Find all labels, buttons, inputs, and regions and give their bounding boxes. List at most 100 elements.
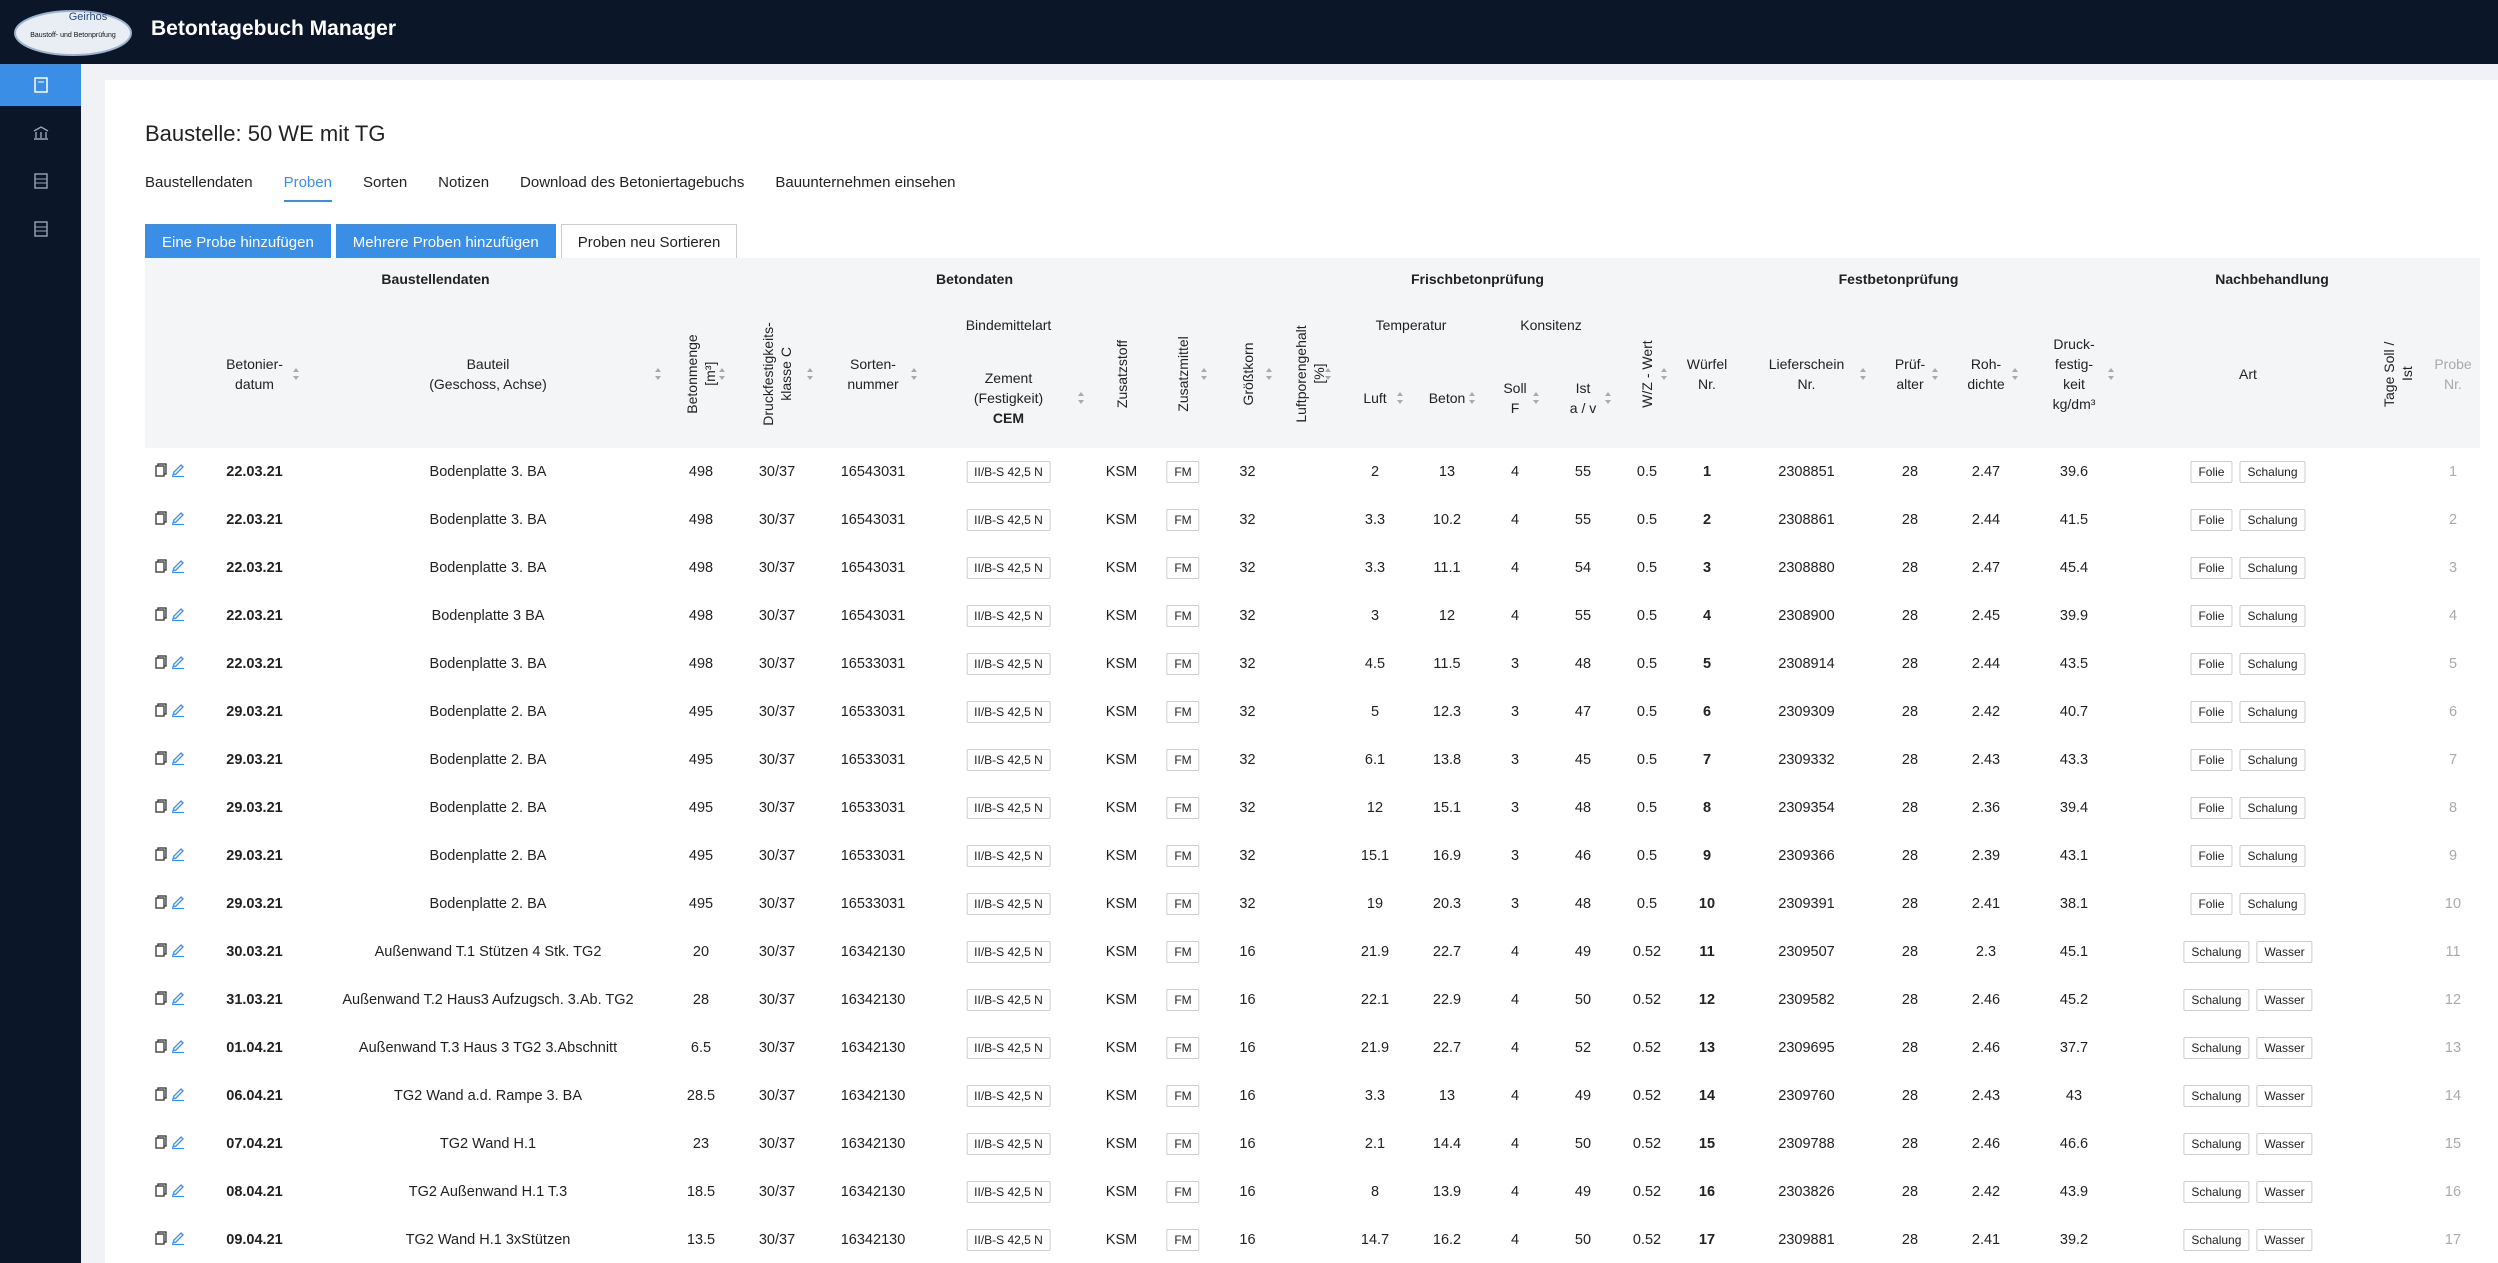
sort-icon[interactable] [807, 368, 814, 380]
edit-icon[interactable] [171, 847, 185, 861]
column-header[interactable]: W/Z - Wert [1638, 340, 1656, 407]
sort-icon[interactable] [2012, 368, 2019, 380]
column-header[interactable]: Größtkorn [1239, 342, 1257, 405]
sort-icon[interactable] [1932, 368, 1939, 380]
sort-icon[interactable] [1469, 392, 1476, 404]
copy-icon[interactable] [155, 607, 167, 621]
nav-item[interactable] [0, 64, 81, 106]
column-header[interactable]: Soll F [1503, 378, 1526, 418]
sort-icon[interactable] [2108, 368, 2115, 380]
edit-icon[interactable] [171, 463, 185, 477]
page-title: Baustelle: 50 WE mit TG [145, 121, 386, 146]
copy-icon[interactable] [155, 751, 167, 765]
copy-icon[interactable] [155, 1183, 167, 1197]
edit-icon[interactable] [171, 1039, 185, 1053]
sort-icon[interactable] [911, 368, 918, 380]
column-header[interactable]: Ist a / v [1570, 378, 1596, 418]
column-header[interactable]: Luftporengehalt [%] [1292, 325, 1328, 422]
sort-icon[interactable] [293, 368, 300, 380]
sort-icon[interactable] [1201, 368, 1208, 380]
tab[interactable]: Proben [283, 174, 332, 202]
table-cell: 2309354 [1778, 800, 1835, 816]
copy-icon[interactable] [155, 799, 167, 813]
copy-icon[interactable] [155, 463, 167, 477]
sort-icon[interactable] [1605, 392, 1612, 404]
copy-icon[interactable] [155, 1135, 167, 1149]
copy-icon[interactable] [155, 991, 167, 1005]
table-cell: 2308914 [1778, 656, 1835, 672]
copy-icon[interactable] [155, 1087, 167, 1101]
copy-icon[interactable] [155, 895, 167, 909]
edit-icon[interactable] [171, 655, 185, 669]
sort-icon[interactable] [1860, 368, 1867, 380]
edit-icon[interactable] [171, 895, 185, 909]
column-header[interactable]: Bauteil (Geschoss, Achse) [429, 354, 547, 394]
copy-icon[interactable] [155, 559, 167, 573]
tab[interactable]: Sorten [362, 174, 408, 191]
tag: Wasser [2256, 1133, 2313, 1155]
copy-icon[interactable] [155, 703, 167, 717]
logo[interactable]: Geirhos Baustoff- und Betonprüfung [14, 3, 132, 59]
edit-icon[interactable] [171, 1183, 185, 1197]
table-cell: 2309309 [1778, 704, 1835, 720]
tab[interactable]: Download des Betoniertagebuchs [520, 174, 745, 191]
button[interactable]: Mehrere Proben hinzufügen [335, 224, 556, 260]
column-header[interactable]: Betonmenge [m³] [683, 334, 719, 413]
nav-item[interactable] [0, 208, 81, 250]
edit-icon[interactable] [171, 703, 185, 717]
edit-icon[interactable] [171, 991, 185, 1005]
column-header[interactable]: Lieferschein Nr. [1769, 354, 1845, 394]
edit-icon[interactable] [171, 1087, 185, 1101]
copy-icon[interactable] [155, 655, 167, 669]
table-cell: 3 [1510, 704, 1520, 720]
tag: II/B-S 42,5 N [966, 749, 1051, 771]
table-cell: 11.1 [1433, 560, 1461, 576]
copy-icon[interactable] [155, 1039, 167, 1053]
column-header[interactable]: Zusatzmittel [1174, 336, 1192, 411]
sidebar [0, 64, 81, 1263]
column-header[interactable]: Roh- dichte [1967, 354, 2004, 394]
tab[interactable]: Notizen [438, 174, 490, 191]
column-header[interactable]: Prüf- alter [1895, 354, 1925, 394]
tab[interactable]: Bauunternehmen einsehen [775, 174, 956, 191]
sort-icon[interactable] [655, 368, 662, 380]
copy-icon[interactable] [155, 1231, 167, 1245]
edit-icon[interactable] [171, 799, 185, 813]
tag: FM [1166, 893, 1200, 915]
copy-icon[interactable] [155, 943, 167, 957]
table-cell: 12.3 [1432, 704, 1462, 720]
tag: Schalung [2239, 509, 2306, 531]
table-cell: 3 [1510, 896, 1520, 912]
copy-icon[interactable] [155, 511, 167, 525]
column-header[interactable]: Druckfestigkeits- klasse C [759, 322, 795, 425]
sort-icon[interactable] [1397, 392, 1404, 404]
table-cell: 20 [692, 944, 710, 960]
sort-icon[interactable] [719, 368, 726, 380]
edit-icon[interactable] [171, 943, 185, 957]
edit-icon[interactable] [171, 511, 185, 525]
column-header[interactable]: Sorten- nummer [847, 354, 898, 394]
button[interactable]: Eine Probe hinzufügen [145, 224, 331, 260]
sort-icon[interactable] [1325, 368, 1332, 380]
column-header[interactable]: Druck- festig- keit kg/dm³ [2053, 334, 2096, 414]
edit-icon[interactable] [171, 607, 185, 621]
column-header[interactable]: Beton [1429, 388, 1466, 408]
table-cell: 48 [1574, 896, 1592, 912]
edit-icon[interactable] [171, 559, 185, 573]
tab[interactable]: Baustellendaten [145, 174, 253, 191]
edit-icon[interactable] [171, 1135, 185, 1149]
sort-icon[interactable] [1078, 392, 1085, 404]
sort-icon[interactable] [1661, 368, 1668, 380]
nav-item[interactable] [0, 160, 81, 202]
nav-item[interactable] [0, 112, 81, 154]
column-header[interactable]: Zement (Festigkeit) CEM [974, 368, 1043, 428]
column-header[interactable]: Luft [1363, 388, 1386, 408]
column-header[interactable]: Betonier- datum [226, 354, 283, 394]
button[interactable]: Proben neu Sortieren [560, 224, 738, 260]
sort-icon[interactable] [1533, 392, 1540, 404]
column-label: Betonmenge [m³] [684, 334, 718, 414]
edit-icon[interactable] [171, 1231, 185, 1245]
sort-icon[interactable] [1266, 368, 1273, 380]
edit-icon[interactable] [171, 751, 185, 765]
copy-icon[interactable] [155, 847, 167, 861]
